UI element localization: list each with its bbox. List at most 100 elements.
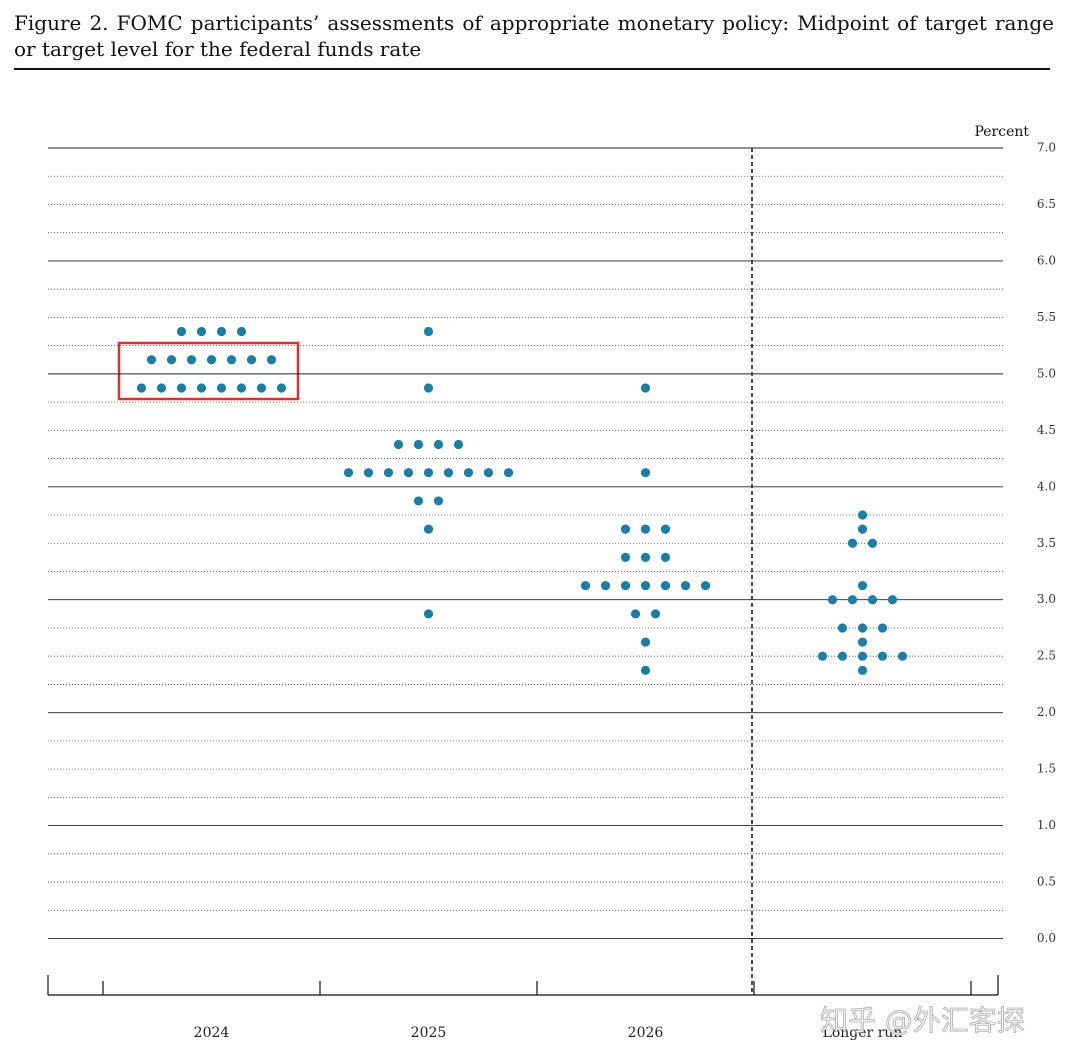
y-tick-label: 1.5	[1037, 762, 1056, 776]
dot	[423, 383, 434, 393]
dot	[503, 468, 514, 478]
dot	[423, 326, 434, 337]
dot	[640, 383, 651, 393]
dot	[483, 468, 494, 478]
dot	[660, 524, 671, 534]
dot	[650, 609, 661, 619]
dot	[837, 651, 848, 661]
dot	[867, 595, 878, 605]
dot	[867, 538, 878, 548]
dot	[640, 581, 651, 591]
dot	[463, 468, 474, 478]
dot	[887, 595, 898, 605]
y-tick-label: 4.0	[1037, 479, 1056, 493]
dot	[620, 524, 631, 534]
dot	[216, 326, 227, 337]
dot	[847, 595, 858, 605]
y-tick-label: 6.5	[1037, 197, 1056, 211]
y-axis-label: Percent	[974, 124, 1029, 140]
dot	[857, 623, 868, 633]
dot	[877, 623, 888, 633]
dot	[176, 326, 187, 337]
dot	[413, 496, 424, 506]
dot	[423, 609, 434, 619]
dot	[363, 468, 374, 478]
y-tick-label: 5.0	[1037, 366, 1056, 380]
y-tick-label: 2.0	[1037, 705, 1056, 719]
dot	[266, 355, 277, 365]
dot	[226, 355, 237, 365]
y-tick-label: 4.5	[1037, 423, 1056, 437]
y-tick-label: 1.0	[1037, 818, 1056, 832]
dot	[146, 355, 157, 365]
x-tick-label: 2024	[194, 1025, 230, 1041]
dot	[276, 383, 287, 393]
dot	[236, 383, 247, 393]
dot	[246, 355, 257, 365]
highlight-box	[117, 341, 300, 401]
y-tick-label: 0.0	[1037, 931, 1056, 945]
watermark: 知乎 @外汇客探	[820, 1004, 1025, 1037]
dot	[857, 510, 868, 520]
dot	[817, 651, 828, 661]
dot	[166, 355, 177, 365]
dot	[837, 623, 848, 633]
y-tick-label: 5.5	[1037, 310, 1056, 324]
dot	[403, 468, 414, 478]
y-tick-label: 3.0	[1037, 592, 1056, 606]
dot	[897, 651, 908, 661]
x-tick-label: 2025	[411, 1025, 447, 1041]
dot	[640, 637, 651, 647]
dot	[620, 581, 631, 591]
dot	[620, 552, 631, 562]
dot	[196, 383, 207, 393]
dot	[256, 383, 267, 393]
dot	[680, 581, 691, 591]
dot	[857, 665, 868, 675]
dot	[640, 552, 651, 562]
dot	[660, 581, 671, 591]
dot	[857, 651, 868, 661]
dot	[136, 383, 147, 393]
y-tick-label: 0.5	[1037, 875, 1056, 889]
dot	[236, 326, 247, 337]
dot	[196, 326, 207, 337]
x-tick-label: 2026	[628, 1025, 664, 1041]
dot	[700, 581, 711, 591]
dot	[580, 581, 591, 591]
dot	[640, 468, 651, 478]
y-tick-label: 6.0	[1037, 253, 1056, 267]
y-tick-label: 2.5	[1037, 649, 1056, 663]
dot	[343, 468, 354, 478]
dot	[433, 496, 444, 506]
dot	[176, 383, 187, 393]
dot	[216, 383, 227, 393]
dot	[847, 538, 858, 548]
dot	[630, 609, 641, 619]
title-rule	[14, 68, 1050, 70]
dot	[857, 637, 868, 647]
dot	[640, 665, 651, 675]
dot	[857, 524, 868, 534]
dot	[156, 383, 167, 393]
chart-title: Figure 2. FOMC participants’ assessments…	[14, 11, 1054, 61]
dot	[827, 595, 838, 605]
y-tick-label: 3.5	[1037, 536, 1056, 550]
dot	[423, 524, 434, 534]
y-tick-label: 7.0	[1037, 141, 1056, 155]
dot	[433, 439, 444, 450]
dot	[413, 439, 424, 450]
dot	[443, 468, 454, 478]
x-tick-label: Longer run	[823, 1025, 903, 1041]
dot	[600, 581, 611, 591]
dot	[640, 524, 651, 534]
dot	[423, 468, 434, 478]
dot	[186, 355, 197, 365]
dot	[857, 581, 868, 591]
dot	[393, 439, 404, 450]
dot	[660, 552, 671, 562]
dot	[877, 651, 888, 661]
dot	[206, 355, 217, 365]
